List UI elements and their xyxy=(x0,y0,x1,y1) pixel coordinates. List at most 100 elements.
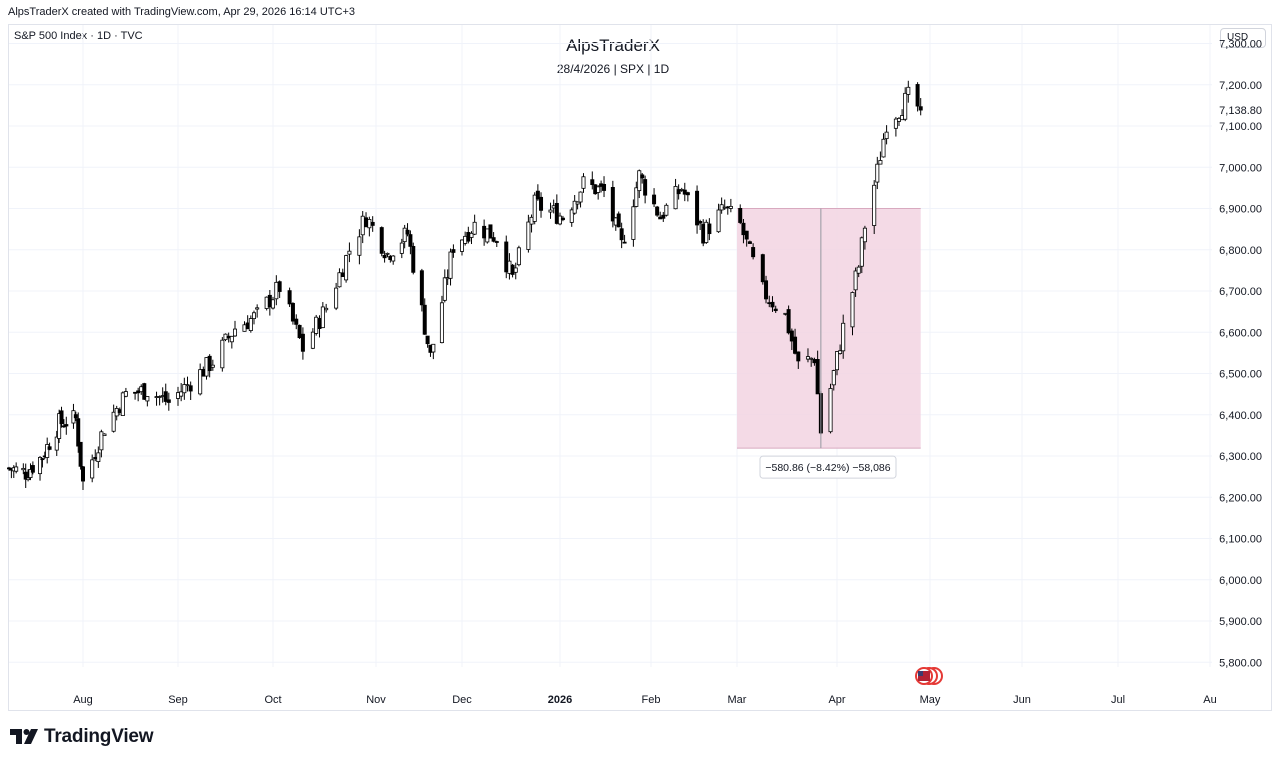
candle-body[interactable] xyxy=(40,458,45,461)
candle-body[interactable] xyxy=(831,370,836,386)
candle-body[interactable] xyxy=(411,246,416,273)
candle-body[interactable] xyxy=(529,216,534,225)
candle-body[interactable] xyxy=(382,254,387,259)
chart-frame[interactable] xyxy=(8,24,1272,711)
candle-body[interactable] xyxy=(764,280,769,300)
candle-body[interactable] xyxy=(572,200,577,214)
candle-body[interactable] xyxy=(210,364,215,368)
candle-body[interactable] xyxy=(738,208,743,223)
candle-body[interactable] xyxy=(30,465,35,473)
price-chart[interactable]: 5,800.00 5,900.00 6,000.00 6,100.00 6,200.00… xyxy=(0,0,1280,720)
candle-body[interactable] xyxy=(204,357,209,377)
candle-body[interactable] xyxy=(915,84,920,107)
candle-body[interactable] xyxy=(163,391,168,402)
candle-body[interactable] xyxy=(334,287,339,309)
candle-body[interactable] xyxy=(793,336,798,354)
candle-body[interactable] xyxy=(548,209,553,213)
candle-body[interactable] xyxy=(747,241,752,244)
candle-body[interactable] xyxy=(314,316,319,334)
candle-body[interactable] xyxy=(274,281,279,300)
candle-body[interactable] xyxy=(809,357,814,360)
candle-body[interactable] xyxy=(21,467,26,471)
candle-body[interactable] xyxy=(270,299,275,309)
candle-body[interactable] xyxy=(459,239,464,252)
candle-body[interactable] xyxy=(96,452,101,462)
candle-body[interactable] xyxy=(90,459,95,479)
candle-body[interactable] xyxy=(451,249,456,253)
candle-body[interactable] xyxy=(290,302,295,322)
candle-body[interactable] xyxy=(767,302,772,305)
candle-body[interactable] xyxy=(324,307,329,311)
candle-body[interactable] xyxy=(463,235,468,244)
candle-body[interactable] xyxy=(242,324,247,332)
candle-body[interactable] xyxy=(881,138,886,158)
candle-body[interactable] xyxy=(320,306,325,329)
candle-body[interactable] xyxy=(634,187,639,207)
candle-body[interactable] xyxy=(405,229,410,235)
candle-body[interactable] xyxy=(815,358,820,395)
candle-body[interactable] xyxy=(287,290,292,305)
candle-body[interactable] xyxy=(166,399,171,403)
candle-body[interactable] xyxy=(918,106,923,111)
candle-body[interactable] xyxy=(120,392,125,416)
candle-body[interactable] xyxy=(676,189,681,195)
candle-body[interactable] xyxy=(610,187,615,222)
candle-body[interactable] xyxy=(347,250,352,255)
candle-body[interactable] xyxy=(786,309,791,334)
candle-body[interactable] xyxy=(367,219,372,229)
candle-body[interactable] xyxy=(59,410,64,425)
candle-body[interactable] xyxy=(207,355,212,372)
candle-body[interactable] xyxy=(485,228,490,243)
candle-body[interactable] xyxy=(903,92,908,120)
candle-body[interactable] xyxy=(26,477,31,481)
candle-body[interactable] xyxy=(45,444,50,458)
candle-body[interactable] xyxy=(504,241,509,273)
candle-body[interactable] xyxy=(73,414,78,419)
candle-body[interactable] xyxy=(906,86,911,95)
candle-body[interactable] xyxy=(616,213,621,228)
candle-body[interactable] xyxy=(123,391,128,397)
candle-body[interactable] xyxy=(510,264,515,275)
candle-body[interactable] xyxy=(255,307,260,310)
candle-body[interactable] xyxy=(716,209,721,233)
candle-body[interactable] xyxy=(602,183,607,191)
candle-body[interactable] xyxy=(622,241,627,244)
candle-body[interactable] xyxy=(796,351,801,362)
candle-body[interactable] xyxy=(466,232,471,242)
candle-body[interactable] xyxy=(488,224,493,239)
candle-body[interactable] xyxy=(360,215,365,236)
candle-body[interactable] xyxy=(643,179,648,196)
candle-body[interactable] xyxy=(23,471,28,480)
candle-body[interactable] xyxy=(201,369,206,377)
currency-button[interactable]: USD xyxy=(1220,28,1266,48)
candle-body[interactable] xyxy=(297,324,302,339)
candle-body[interactable] xyxy=(856,266,861,274)
candle-body[interactable] xyxy=(491,237,496,242)
candle-body[interactable] xyxy=(581,176,586,189)
candle-body[interactable] xyxy=(872,184,877,226)
candle-body[interactable] xyxy=(841,322,846,352)
candle-body[interactable] xyxy=(744,230,749,240)
candle-body[interactable] xyxy=(516,247,521,266)
candle-body[interactable] xyxy=(698,221,703,224)
candle-body[interactable] xyxy=(850,292,855,328)
candle-body[interactable] xyxy=(751,247,756,258)
candle-body[interactable] xyxy=(664,204,669,216)
candle-body[interactable] xyxy=(532,194,537,222)
candle-body[interactable] xyxy=(805,356,810,360)
candle-body[interactable] xyxy=(884,131,889,140)
candle-body[interactable] xyxy=(232,328,237,337)
candle-body[interactable] xyxy=(185,384,190,387)
candle-body[interactable] xyxy=(619,228,624,241)
candle-body[interactable] xyxy=(469,232,474,238)
candle-body[interactable] xyxy=(364,217,369,228)
candle-body[interactable] xyxy=(379,227,384,254)
candle-body[interactable] xyxy=(442,277,447,301)
candle-body[interactable] xyxy=(399,242,404,254)
candle-body[interactable] xyxy=(554,202,559,224)
candle-body[interactable] xyxy=(28,469,33,478)
candle-body[interactable] xyxy=(142,383,147,400)
candle-body[interactable] xyxy=(391,255,396,262)
candle-body[interactable] xyxy=(773,308,778,312)
candle-body[interactable] xyxy=(875,163,880,183)
